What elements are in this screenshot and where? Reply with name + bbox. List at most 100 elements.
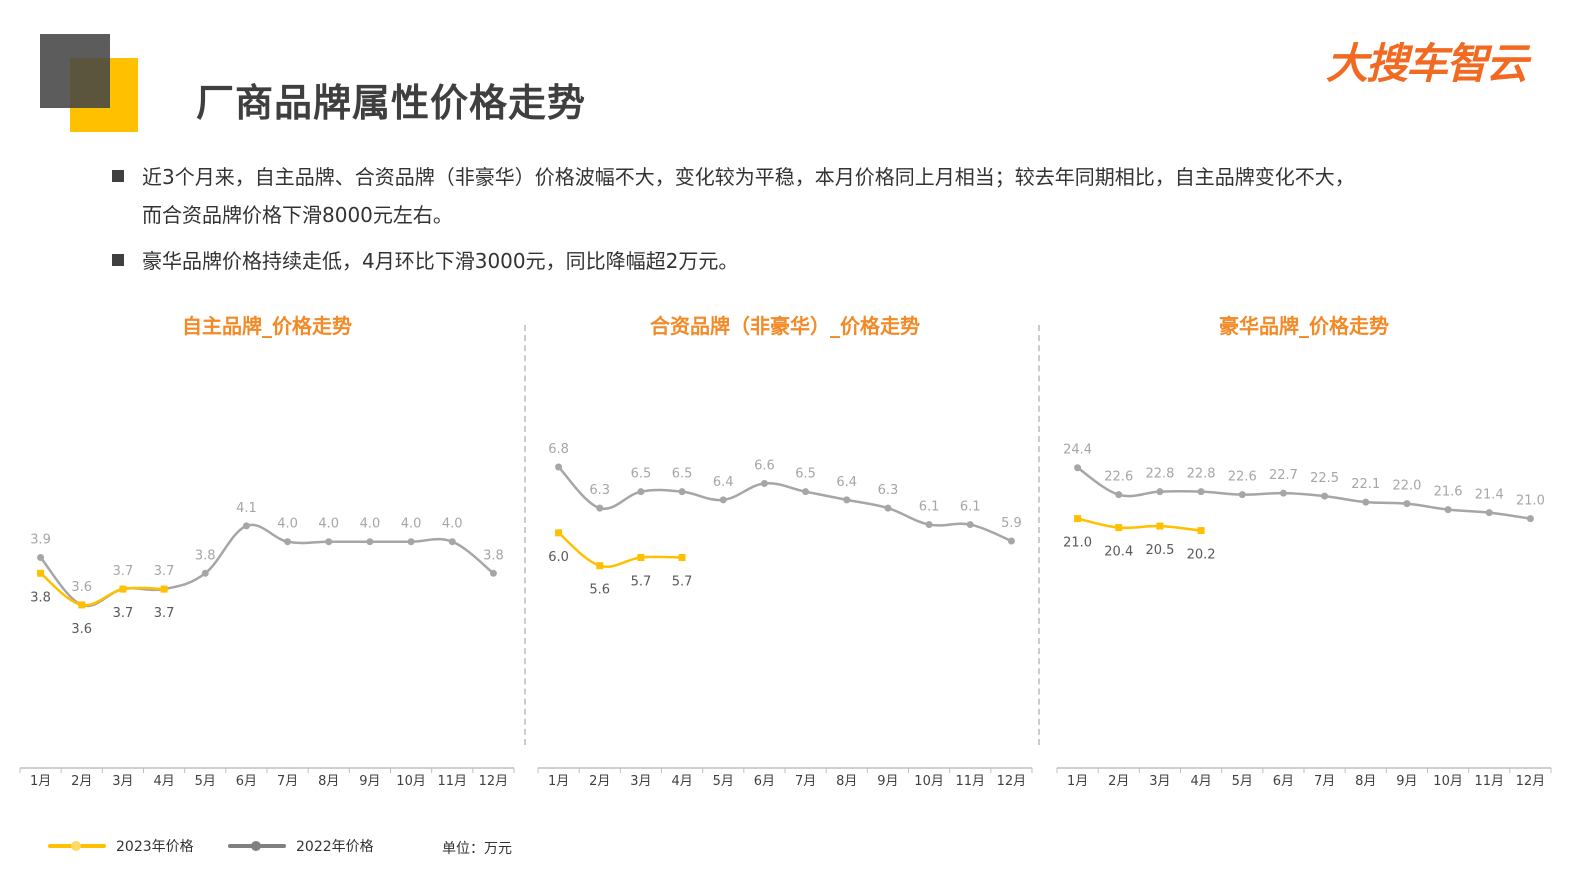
x-tick-label: 4月 xyxy=(153,774,174,789)
data-point-2022 xyxy=(1403,500,1411,508)
data-point-2023 xyxy=(119,585,127,593)
data-point-2022 xyxy=(719,496,727,504)
x-tick-label: 7月 xyxy=(277,774,298,789)
data-label-2022: 6.8 xyxy=(548,442,569,457)
legend-dot-icon xyxy=(71,841,81,851)
x-tick-label: 1月 xyxy=(30,774,51,789)
x-tick-label: 9月 xyxy=(359,774,380,789)
x-tick-label: 9月 xyxy=(1396,774,1417,789)
data-point-2022 xyxy=(1444,506,1452,514)
legend-item-2023: 2023年价格 xyxy=(48,836,194,856)
data-point-2023 xyxy=(37,569,45,577)
x-tick-label: 1月 xyxy=(548,774,569,789)
data-point-2023 xyxy=(678,554,686,561)
data-label-2022: 6.1 xyxy=(919,500,940,515)
data-label-2022: 6.5 xyxy=(672,467,693,482)
data-point-2022 xyxy=(366,538,374,546)
x-tick-label: 8月 xyxy=(1355,774,1376,789)
data-point-2022 xyxy=(448,538,456,546)
x-tick-label: 12月 xyxy=(1516,774,1546,789)
data-label-2022: 22.1 xyxy=(1351,477,1380,492)
data-label-2023: 5.6 xyxy=(589,583,610,598)
x-tick-label: 6月 xyxy=(1273,774,1294,789)
bullet-square-icon xyxy=(112,254,124,266)
data-label-2022: 6.5 xyxy=(631,467,652,482)
chart-panel: 豪华品牌_价格走势 1月 2月 3月 4月 5月 6月 7月 8月 9月 10月 11月 12月 24.… xyxy=(1056,300,1552,800)
x-tick-label: 5月 xyxy=(1232,774,1253,789)
data-label-2022: 6.3 xyxy=(878,483,899,498)
data-point-2022 xyxy=(760,479,768,487)
data-label-2022: 6.1 xyxy=(960,500,981,515)
x-tick-label: 6月 xyxy=(754,774,775,789)
data-point-2022 xyxy=(1485,509,1493,517)
data-point-2023 xyxy=(1197,527,1205,535)
x-tick-label: 1月 xyxy=(1067,774,1088,789)
data-point-2022 xyxy=(678,488,686,496)
data-label-2022: 21.6 xyxy=(1434,485,1463,500)
x-tick-label: 2月 xyxy=(71,774,92,789)
data-point-2022 xyxy=(284,538,292,546)
x-tick-label: 3月 xyxy=(112,774,133,789)
data-label-2022: 6.5 xyxy=(795,467,816,482)
data-label-2022: 3.7 xyxy=(154,564,175,579)
chart-plot: 1月 2月 3月 4月 5月 6月 7月 8月 9月 10月 11月 12月 6.8 6.0 6.3 5.6 6… xyxy=(537,442,1033,789)
data-label-2022: 22.7 xyxy=(1269,468,1298,483)
data-label-2022: 22.8 xyxy=(1187,467,1216,482)
legend-dot-icon xyxy=(251,841,261,851)
data-label-2022: 3.6 xyxy=(71,580,92,595)
legend-item-2022: 2022年价格 xyxy=(228,836,374,856)
data-label-2022: 3.7 xyxy=(113,564,134,579)
bullet-text-line: 而合资品牌价格下滑8000元左右。 xyxy=(142,203,453,227)
data-point-2022 xyxy=(1362,498,1370,506)
data-label-2022: 4.1 xyxy=(236,501,257,516)
x-tick-label: 10月 xyxy=(914,774,944,789)
data-label-2023: 5.7 xyxy=(672,575,693,590)
series-line-2023 xyxy=(557,531,683,568)
data-point-2022 xyxy=(1115,491,1123,499)
data-point-2023 xyxy=(596,562,604,570)
series-line-2022 xyxy=(1076,466,1531,520)
x-tick-label: 8月 xyxy=(318,774,339,789)
chart-title: 合资品牌（非豪华）_价格走势 xyxy=(650,314,920,338)
x-tick-label: 11月 xyxy=(955,774,985,789)
data-point-2022 xyxy=(1321,492,1329,500)
data-label-2022: 4.0 xyxy=(318,517,339,532)
data-point-2022 xyxy=(489,569,497,577)
x-tick-label: 2月 xyxy=(589,774,610,789)
data-point-2022 xyxy=(802,488,810,496)
data-label-2022: 4.0 xyxy=(277,517,298,532)
data-point-2022 xyxy=(37,554,45,561)
x-tick-label: 4月 xyxy=(1190,774,1211,789)
data-point-2023 xyxy=(637,554,645,561)
legend-swatch-2023-icon xyxy=(48,839,106,853)
chart-plot: 1月 2月 3月 4月 5月 6月 7月 8月 9月 10月 11月 12月 24.4 21.0 22.6 2… xyxy=(1056,443,1552,789)
data-point-2022 xyxy=(966,521,974,529)
data-label-2022: 22.8 xyxy=(1145,467,1174,482)
data-label-2022: 5.9 xyxy=(1001,516,1022,531)
data-point-2022 xyxy=(1007,537,1015,545)
data-label-2022: 22.6 xyxy=(1104,470,1133,485)
data-point-2022 xyxy=(596,504,604,512)
chart-divider xyxy=(1038,325,1040,745)
data-point-2023 xyxy=(1074,515,1082,523)
x-tick-label: 7月 xyxy=(795,774,816,789)
chart-title: 自主品牌_价格走势 xyxy=(182,314,352,338)
bullet-item: 豪华品牌价格持续走低，4月环比下滑3000元，同比降幅超2万元。 xyxy=(112,242,1532,280)
data-label-2023: 5.7 xyxy=(631,575,652,590)
data-label-2022: 6.4 xyxy=(836,475,857,490)
data-label-2022: 4.0 xyxy=(442,517,463,532)
x-tick-label: 5月 xyxy=(195,774,216,789)
data-point-2022 xyxy=(1074,464,1082,472)
chart-plot: 1月 2月 3月 4月 5月 6月 7月 8月 9月 10月 11月 12月 3.9 3.8 3.6 3.6 3… xyxy=(19,501,515,789)
bullet-square-icon xyxy=(112,170,124,182)
brand-logo: 大搜车智云 xyxy=(1326,39,1528,88)
data-label-2023: 20.4 xyxy=(1104,545,1133,560)
x-tick-label: 3月 xyxy=(1149,774,1170,789)
data-point-2023 xyxy=(160,585,168,593)
data-point-2022 xyxy=(884,504,892,512)
data-point-2023 xyxy=(1115,524,1123,532)
chart-divider xyxy=(524,325,526,745)
data-label-2022: 6.3 xyxy=(589,483,610,498)
data-point-2022 xyxy=(1197,488,1205,496)
data-label-2022: 3.8 xyxy=(195,548,216,563)
